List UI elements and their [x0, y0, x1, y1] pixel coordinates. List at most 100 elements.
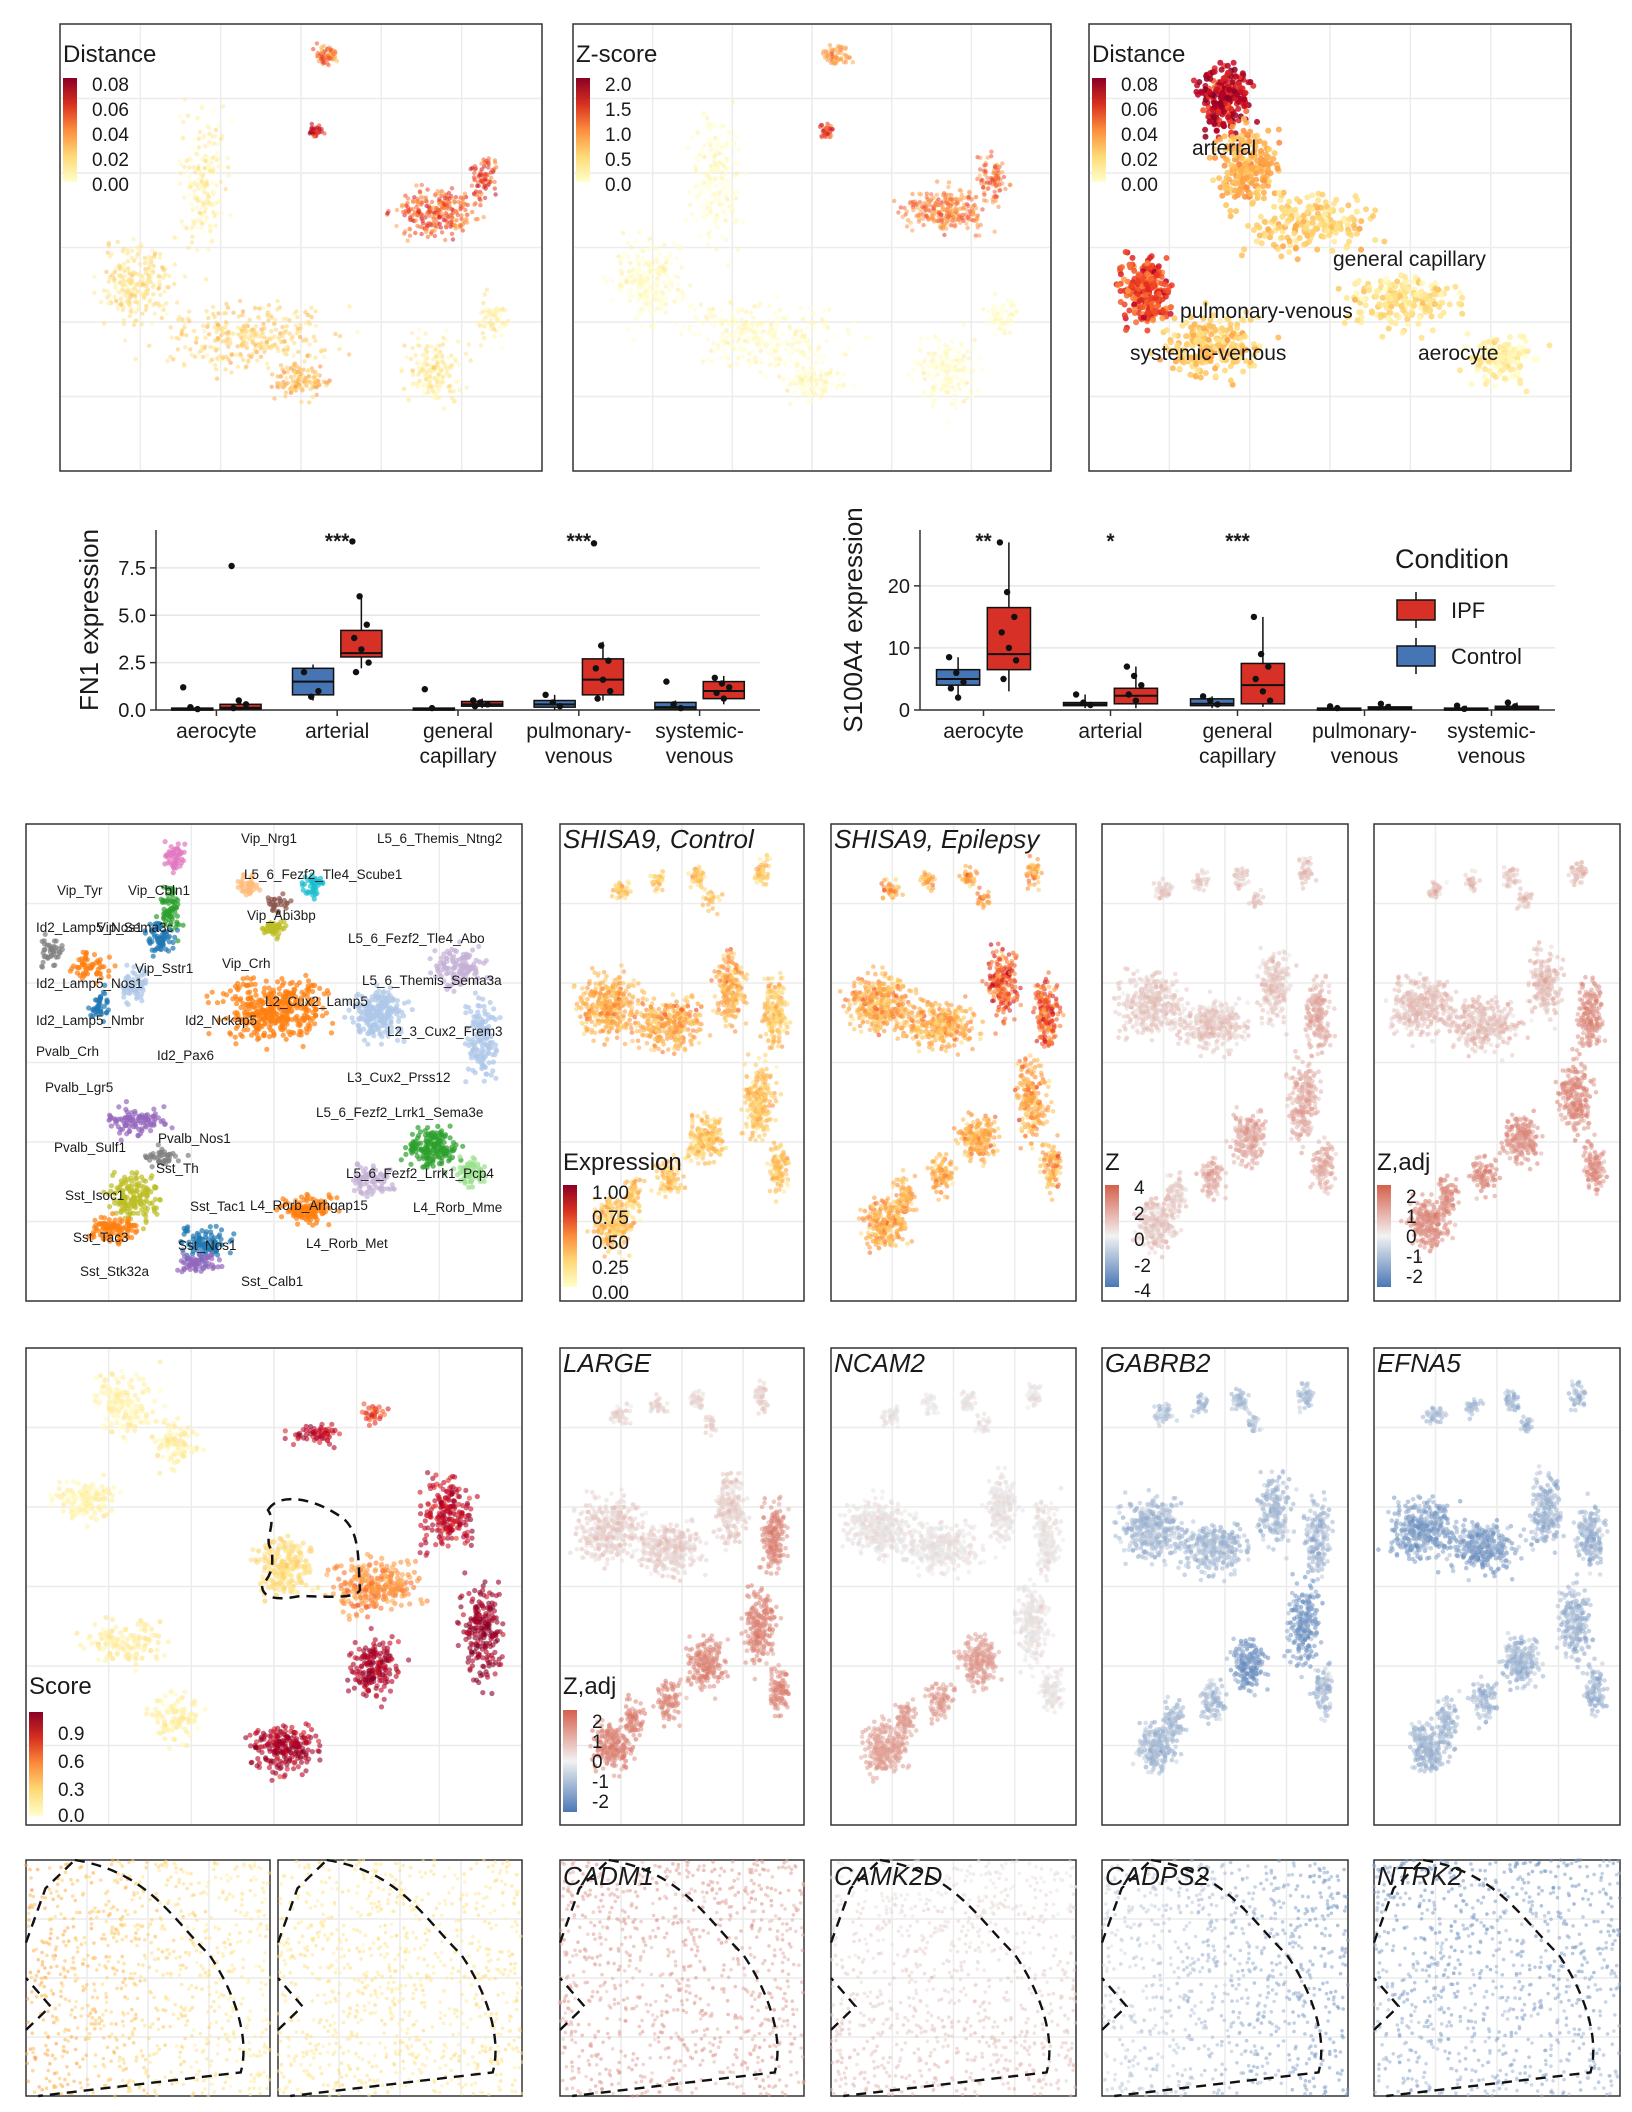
umap-points [568, 1378, 791, 1779]
y-tick-label: 0 [899, 700, 910, 722]
cluster-label: L4_Rorb_Met [306, 1236, 388, 1251]
cluster-label: Vip_Sema3c [97, 920, 174, 935]
data-point [720, 695, 727, 702]
region-outline [1372, 1858, 1595, 2098]
data-point [1461, 705, 1468, 712]
data-point [996, 539, 1004, 546]
legend-entry: Control [1451, 644, 1522, 669]
legend-tick: -2 [1134, 1256, 1151, 1277]
data-point [1334, 704, 1341, 712]
region-outline [260, 1497, 362, 1600]
data-point [1377, 700, 1385, 707]
data-point [945, 654, 953, 661]
x-tick-label: capillary [419, 745, 497, 768]
legend-tick: -1 [592, 1772, 609, 1793]
data-point [477, 699, 484, 706]
cluster-label: L2_Cux2_Lamp5 [265, 994, 368, 1009]
cluster-label: L3_Cux2_Prss12 [347, 1070, 451, 1085]
zoom-points [276, 1858, 524, 2098]
box-control [1443, 702, 1489, 712]
data-point [471, 703, 479, 710]
data-point [592, 665, 599, 672]
data-point [351, 634, 358, 642]
legend-tick: 0.08 [92, 75, 129, 96]
data-point [663, 678, 670, 685]
legend-tick: 2 [1134, 1204, 1145, 1225]
significance-mark: *** [1225, 530, 1250, 553]
legend-tick: 0.0 [58, 1806, 84, 1827]
cluster-label: Sst_Tac1 [190, 1199, 246, 1214]
legend-tick: 0.5 [605, 150, 631, 171]
cluster-label: Pvalb_Nos1 [158, 1131, 231, 1146]
box-ipf [1113, 663, 1159, 709]
legend-title: Condition [1395, 544, 1509, 574]
cluster-label: Sst_Isoc1 [65, 1188, 124, 1203]
box-ipf [340, 538, 383, 676]
panel-title: CADPS2 [1105, 1861, 1210, 1891]
cluster-labels: Vip_Nrg1 L5_6_Themis_Ntng2 Vip_Tyr Vip_Cbln… [36, 831, 503, 1289]
data-point [954, 694, 962, 701]
label-arterial: arterial [1192, 137, 1256, 160]
legend-title: Z,adj [1377, 1149, 1430, 1176]
row1-panel-2: Z-score 2.0 1.5 1.0 0.5 0.0 [572, 23, 1052, 472]
legend-tick: 0 [1134, 1230, 1145, 1251]
legend-tick: 0.00 [92, 175, 129, 196]
y-tick-label: 20 [888, 576, 910, 598]
region-outline [276, 1858, 497, 2098]
cluster-label: Id2_Lamp5_Nos1 [36, 976, 143, 991]
legend-tick: 1 [1406, 1207, 1417, 1228]
data-point [1207, 697, 1214, 704]
label-aerocyte: aerocyte [1418, 342, 1499, 365]
panel-title: SHISA9, Control [563, 824, 755, 854]
x-tick-label: venous [545, 745, 613, 768]
cluster-label: Sst_Calb1 [241, 1274, 303, 1289]
data-point [365, 659, 372, 666]
box-ipf [1494, 699, 1540, 711]
panel-grid [1103, 825, 1347, 1300]
box-ipf [581, 540, 625, 702]
y-tick-label: 10 [888, 638, 910, 660]
legend-ticks: 2.0 1.5 1.0 0.5 0.0 [605, 75, 631, 196]
cluster-label: Id2_Lamp5_Nos1 [36, 920, 143, 935]
data-point [713, 689, 720, 697]
data-point [998, 629, 1005, 636]
row3-cluster-panel: Vip_Nrg1 L5_6_Themis_Ntng2 Vip_Tyr Vip_Cbln… [25, 823, 523, 1302]
legend-ticks: 0.9 0.6 0.3 0.0 [58, 1724, 84, 1827]
colorbar [563, 1185, 577, 1287]
cluster-label: L5_6_Themis_Sema3a [362, 973, 502, 988]
cluster-label: L5_6_Fezf2_Tle4_Abo [348, 931, 485, 946]
data-point [947, 685, 955, 692]
data-point [358, 646, 365, 653]
region-outline [1100, 1858, 1323, 2098]
data-point [960, 678, 967, 686]
row3-panel-shisa9-control: SHISA9, Control Expression 1.00 0.75 0.5… [559, 823, 805, 1304]
data-point [1003, 588, 1011, 596]
panel-title: NTRK2 [1377, 1861, 1463, 1891]
cluster-label: Id2_Pax6 [157, 1048, 214, 1063]
data-point [349, 538, 356, 545]
legend-tick: 0.3 [58, 1780, 84, 1801]
fn1-boxplot: 0.0 2.5 5.0 7.5 FN1 expression aerocyte arteri… [74, 529, 760, 768]
data-point [1138, 682, 1145, 689]
data-point [605, 657, 612, 664]
umap-points [1383, 859, 1610, 1261]
x-tick-label: general [423, 720, 493, 743]
cluster-label: Sst_Nos1 [178, 1238, 237, 1253]
y-tick-label: 0.0 [118, 700, 146, 722]
data-point [235, 697, 242, 704]
cluster-label: Sst_Stk32a [80, 1264, 150, 1279]
legend-ticks: 1.00 0.75 0.50 0.25 0.00 [592, 1183, 629, 1304]
legend-title: Distance [1092, 41, 1185, 68]
colorbar [576, 78, 590, 182]
legend-tick: 0.25 [592, 1258, 629, 1279]
cluster-label: Vip_Nrg1 [241, 831, 297, 846]
box-control [935, 654, 981, 701]
legend-tick: -4 [1134, 1281, 1151, 1302]
cluster-label: Pvalb_Lgr5 [45, 1080, 113, 1095]
box-ipf [1367, 700, 1413, 711]
x-tick-label: systemic- [655, 720, 744, 743]
box-ipf [460, 697, 504, 710]
data-point [1087, 701, 1094, 709]
data-point [1123, 663, 1131, 670]
x-tick-label: venous [666, 745, 734, 768]
